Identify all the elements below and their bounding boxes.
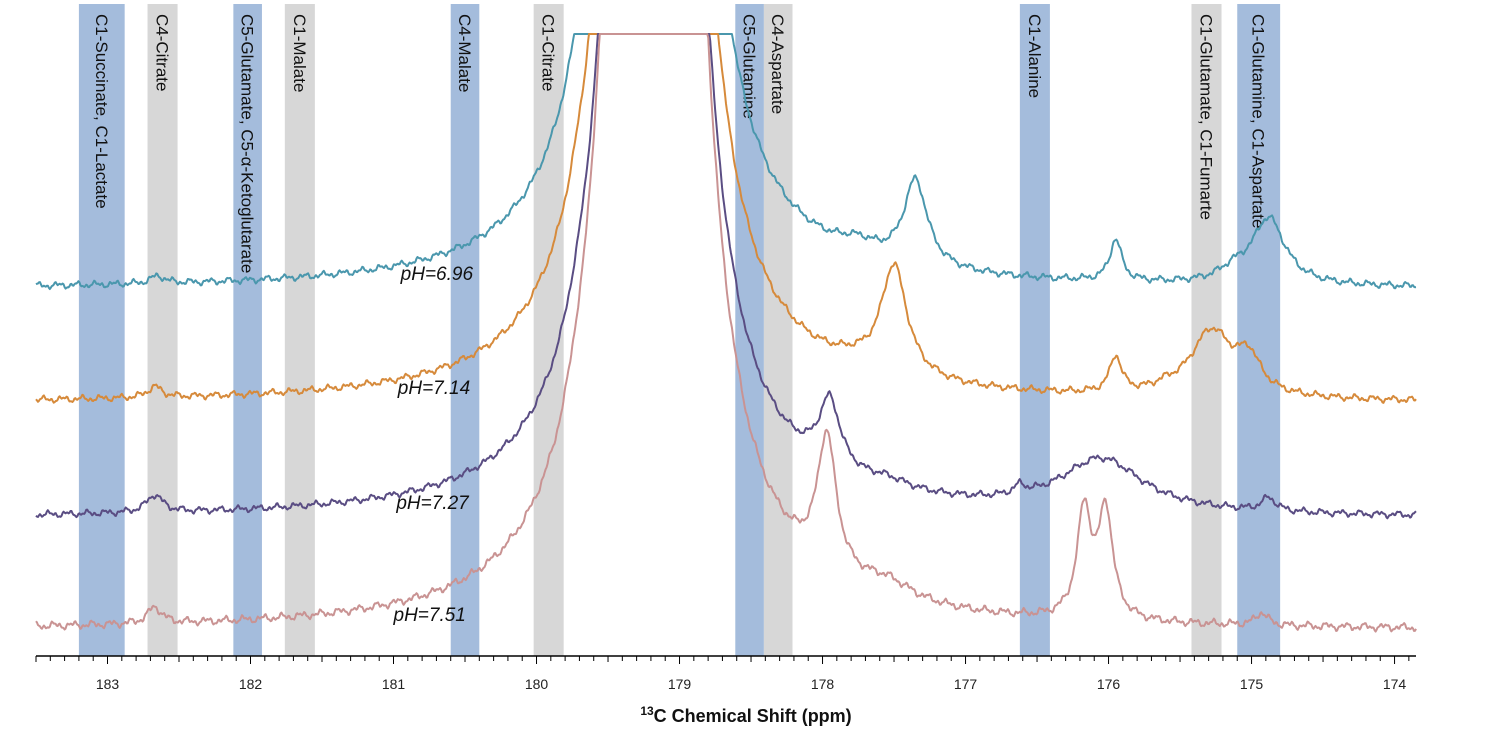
- x-tick-label-0: 183: [96, 676, 120, 692]
- ph-label-0: pH=6.96: [400, 264, 474, 285]
- spectrum-line-1: [35, 33, 1417, 404]
- x-axis-title-text: C Chemical Shift (ppm): [654, 706, 852, 726]
- band-8: [1019, 4, 1050, 656]
- ph-label-2: pH=7.27: [395, 493, 470, 514]
- band-1: [147, 4, 178, 656]
- band-3: [284, 4, 315, 656]
- x-tick-label-2: 181: [382, 676, 406, 692]
- x-axis-title: 13C Chemical Shift (ppm): [640, 704, 851, 726]
- band-label-5: C1-Citrate: [539, 14, 558, 91]
- x-tick-label-1: 182: [239, 676, 263, 692]
- band-label-7: C4-Aspartate: [768, 14, 787, 114]
- band-label-1: C4-Citrate: [153, 14, 172, 91]
- spectrum-line-2: [35, 33, 1417, 520]
- band-7: [763, 4, 793, 656]
- band-label-10: C1-Glutamine, C1-Aspartate: [1249, 14, 1268, 228]
- band-0: [78, 4, 125, 656]
- x-tick-label-4: 179: [668, 676, 692, 692]
- x-tick-label-6: 177: [954, 676, 978, 692]
- spectrum-line-3: [35, 33, 1417, 633]
- ph-label-3: pH=7.51: [393, 605, 466, 626]
- x-tick-label-9: 174: [1383, 676, 1407, 692]
- x-tick-label-7: 176: [1097, 676, 1121, 692]
- band-5: [533, 4, 564, 656]
- x-tick-label-3: 180: [525, 676, 549, 692]
- band-label-0: C1-Succinate, C1-Lactate: [92, 14, 111, 209]
- x-axis-title-superscript: 13: [640, 704, 654, 718]
- band-label-2: C5-Glutamate, C5-α-Ketoglutarate: [238, 14, 257, 273]
- x-tick-label-8: 175: [1240, 676, 1264, 692]
- band-4: [450, 4, 480, 656]
- x-tick-label-5: 178: [811, 676, 835, 692]
- spectrum-line-0: [35, 33, 1417, 291]
- spectra: pH=6.96 pH=7.14 pH=7.27 pH=7.51: [35, 33, 1417, 633]
- assignment-bands: C1-Succinate, C1-Lactate C4-Citrate C5-Glu…: [78, 4, 1281, 656]
- band-2: [233, 4, 262, 656]
- x-axis: 183 182 181 180 179 178 177 176 175 174: [35, 655, 1416, 692]
- band-label-4: C4-Malate: [455, 14, 474, 92]
- band-label-3: C1-Malate: [290, 14, 309, 92]
- band-label-6: C5-Glutamine: [740, 14, 759, 119]
- band-10: [1237, 4, 1281, 656]
- band-label-8: C1-Alanine: [1025, 14, 1044, 98]
- ph-label-1: pH=7.14: [397, 378, 470, 399]
- band-label-9: C1-Glutamate, C1-Fumarte: [1196, 14, 1215, 220]
